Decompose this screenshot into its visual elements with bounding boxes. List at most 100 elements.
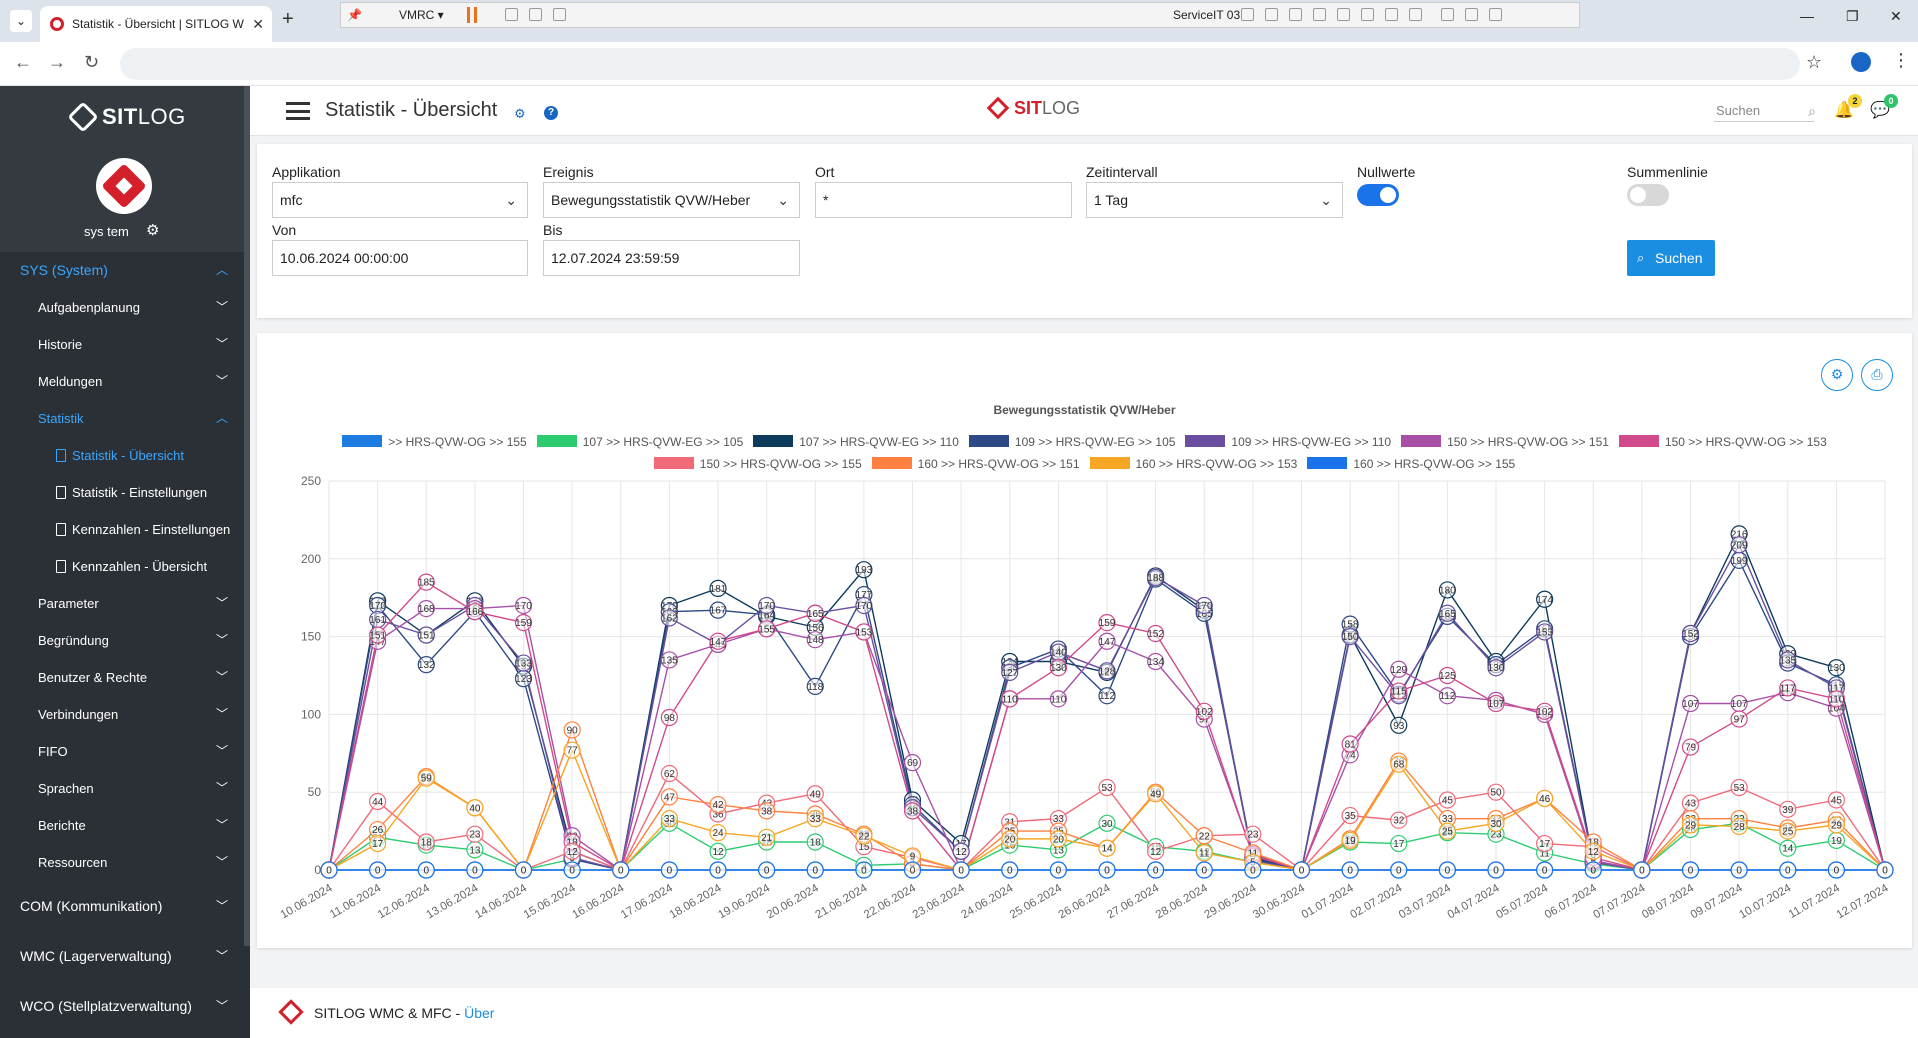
vm-tool-icon[interactable] bbox=[1337, 8, 1350, 21]
legend-item[interactable]: 107 >> HRS-QVW-EG >> 105 bbox=[536, 431, 743, 453]
sidebar-item[interactable]: Sprachen ﹀ bbox=[0, 770, 250, 807]
user-settings-gear-icon[interactable]: ⚙ bbox=[146, 222, 160, 239]
pause-icon[interactable] bbox=[467, 7, 477, 23]
legend-item[interactable]: >> HRS-QVW-OG >> 155 bbox=[342, 431, 527, 453]
von-datetime-input[interactable]: 10.06.2024 00:00:00 bbox=[272, 240, 528, 276]
sidebar-item[interactable]: Berichte ﹀ bbox=[0, 807, 250, 844]
browser-tab[interactable]: Statistik - Übersicht | SITLOG W ✕ bbox=[40, 6, 272, 42]
page-settings-gear-icon[interactable]: ⚙ bbox=[514, 106, 526, 121]
legend-item[interactable]: 160 >> HRS-QVW-OG >> 151 bbox=[871, 453, 1080, 475]
data-label: 150 bbox=[1342, 632, 1359, 643]
profile-icon[interactable] bbox=[1851, 52, 1871, 72]
ort-input[interactable]: * bbox=[815, 182, 1072, 218]
legend-item[interactable]: 160 >> HRS-QVW-OG >> 153 bbox=[1089, 453, 1297, 475]
send-keys-icon[interactable] bbox=[505, 8, 518, 21]
close-tab-icon[interactable]: ✕ bbox=[252, 16, 264, 32]
about-link[interactable]: Über bbox=[464, 1005, 495, 1021]
search-button[interactable]: ⌕ Suchen bbox=[1627, 240, 1715, 276]
data-label: 209 bbox=[1731, 540, 1748, 551]
legend-item[interactable]: 109 >> HRS-QVW-EG >> 105 bbox=[968, 431, 1175, 453]
sidebar-item[interactable]: Parameter ﹀ bbox=[0, 585, 250, 622]
url-input[interactable] bbox=[120, 48, 1800, 80]
sidebar-item[interactable]: Statistik - Übersicht bbox=[0, 437, 250, 474]
minimize-icon[interactable]: — bbox=[1800, 8, 1814, 24]
vmrc-menu[interactable]: VMRC ▾ bbox=[399, 8, 444, 22]
data-label: 151 bbox=[369, 631, 386, 642]
vm-tool-icon[interactable] bbox=[1361, 8, 1374, 21]
vm-minimize-icon[interactable] bbox=[1441, 8, 1454, 21]
data-label: 23 bbox=[1247, 830, 1259, 841]
data-label: 19 bbox=[1831, 836, 1843, 847]
vm-tool-icon[interactable] bbox=[1241, 8, 1254, 21]
sidebar-item[interactable]: WCO (Stellplatzverwaltung) ﹀ bbox=[0, 981, 250, 1031]
chart-settings-icon[interactable]: ⚙ bbox=[1821, 359, 1853, 391]
notifications-bell-icon[interactable]: 🔔 2 bbox=[1834, 94, 1862, 119]
applikation-select[interactable]: mfc ⌄ bbox=[272, 182, 528, 218]
reload-icon[interactable]: ↻ bbox=[84, 52, 100, 72]
print-icon[interactable]: ⎙ bbox=[1861, 359, 1893, 391]
sidebar-item[interactable]: Statistik ︿ bbox=[0, 400, 250, 437]
vm-restore-icon[interactable] bbox=[1465, 8, 1478, 21]
legend-item[interactable]: 150 >> HRS-QVW-OG >> 151 bbox=[1401, 431, 1609, 453]
tab-search-icon[interactable]: ⌄ bbox=[10, 10, 32, 32]
hamburger-menu-icon[interactable] bbox=[286, 102, 310, 120]
summenlinie-toggle[interactable] bbox=[1627, 184, 1669, 206]
legend-item[interactable]: 150 >> HRS-QVW-OG >> 153 bbox=[1618, 431, 1827, 453]
search-icon[interactable]: ⌕ bbox=[1808, 103, 1816, 119]
help-icon[interactable]: ? bbox=[544, 106, 558, 120]
chevron-down-icon: ﹀ bbox=[215, 899, 228, 913]
sidebar-item[interactable]: Verbindungen ﹀ bbox=[0, 696, 250, 733]
sidebar-item[interactable]: Ressourcen ﹀ bbox=[0, 844, 250, 881]
vm-tool-icon[interactable] bbox=[1385, 8, 1398, 21]
data-point bbox=[1195, 596, 1213, 615]
summenlinie-label: Summenlinie bbox=[1627, 164, 1708, 180]
sidebar-item[interactable]: Meldungen ﹀ bbox=[0, 363, 250, 400]
data-label: 40 bbox=[469, 803, 481, 814]
legend-item[interactable]: 160 >> HRS-QVW-OG >> 155 bbox=[1307, 453, 1515, 475]
sidebar-item[interactable]: Begründung ﹀ bbox=[0, 622, 250, 659]
sidebar-item[interactable]: WMC (Lagerverwaltung) ﹀ bbox=[0, 931, 250, 981]
sidebar-item[interactable]: COM (Kommunikation) ﹀ bbox=[0, 881, 250, 931]
legend-item[interactable]: 107 >> HRS-QVW-EG >> 110 bbox=[753, 431, 959, 453]
data-point bbox=[1001, 663, 1019, 681]
pin-icon[interactable]: 📌 bbox=[347, 8, 362, 22]
sidebar-item[interactable]: Historie ﹀ bbox=[0, 326, 250, 363]
vm-tool-icon[interactable] bbox=[1409, 8, 1422, 21]
sidebar-item[interactable]: Kennzahlen - Übersicht bbox=[0, 548, 250, 585]
vm-close-icon[interactable] bbox=[1489, 8, 1502, 21]
nullwerte-toggle[interactable] bbox=[1357, 184, 1399, 206]
header-search-input[interactable]: Suchen ⌕ bbox=[1714, 100, 1816, 122]
ereignis-label: Ereignis bbox=[543, 164, 594, 180]
sidebar-scrollbar[interactable] bbox=[244, 86, 250, 946]
data-label: 0 bbox=[1347, 866, 1353, 877]
zeitintervall-select[interactable]: 1 Tag ⌄ bbox=[1086, 182, 1343, 218]
sidebar-item[interactable]: Benutzer & Rechte ﹀ bbox=[0, 659, 250, 696]
new-tab-icon[interactable]: + bbox=[282, 8, 294, 30]
ereignis-select[interactable]: Bewegungsstatistik QVW/Heber ⌄ bbox=[543, 182, 800, 218]
restore-icon[interactable]: ❐ bbox=[1846, 8, 1859, 24]
bis-datetime-input[interactable]: 12.07.2024 23:59:59 bbox=[543, 240, 800, 276]
legend-item[interactable]: 109 >> HRS-QVW-EG >> 110 bbox=[1185, 431, 1391, 453]
chevron-down-icon: ﹀ bbox=[215, 781, 228, 795]
x-tick-label: 30.06.2024 bbox=[1251, 882, 1307, 921]
vm-tool-icon[interactable] bbox=[1265, 8, 1278, 21]
sidebar-item[interactable]: Kennzahlen - Einstellungen bbox=[0, 511, 250, 548]
data-label: 0 bbox=[1834, 866, 1840, 877]
messages-chat-icon[interactable]: 💬 0 bbox=[1870, 94, 1898, 119]
sidebar-item[interactable]: Aufgabenplanung ﹀ bbox=[0, 289, 250, 326]
browser-menu-icon[interactable]: ⋮ bbox=[1892, 50, 1910, 70]
page-title: Statistik - Übersicht bbox=[325, 99, 498, 121]
fullscreen-icon[interactable] bbox=[529, 8, 542, 21]
forward-icon[interactable]: → bbox=[48, 52, 66, 72]
back-icon[interactable]: ← bbox=[14, 52, 32, 72]
sidebar-item[interactable]: Statistik - Einstellungen bbox=[0, 474, 250, 511]
unity-icon[interactable] bbox=[553, 8, 566, 21]
sidebar-item[interactable]: FIFO ﹀ bbox=[0, 733, 250, 770]
close-window-icon[interactable]: ✕ bbox=[1890, 8, 1902, 24]
legend-item[interactable]: 150 >> HRS-QVW-OG >> 155 bbox=[653, 453, 862, 475]
vm-tool-icon[interactable] bbox=[1289, 8, 1302, 21]
vm-tool-icon[interactable] bbox=[1313, 8, 1326, 21]
bookmark-star-icon[interactable]: ☆ bbox=[1806, 52, 1823, 72]
data-label: 53 bbox=[1101, 783, 1113, 794]
sidebar-item[interactable]: SYS (System) ︿ bbox=[0, 252, 250, 289]
